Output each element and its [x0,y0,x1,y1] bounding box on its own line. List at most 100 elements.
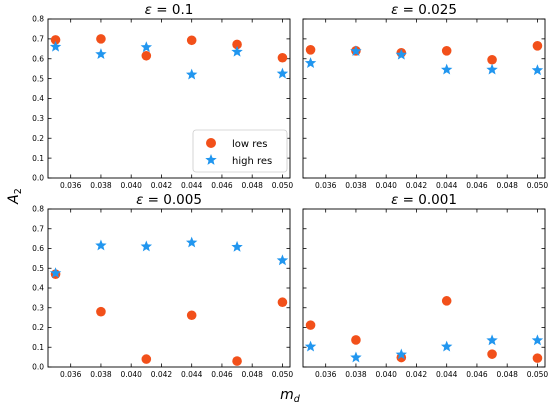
high-res-point [231,240,243,252]
x-tick-label: 0.046 [211,181,233,190]
high-res-point [49,40,62,52]
low-res-point [186,310,197,321]
high-res-point [531,64,544,76]
x-tick-label: 0.036 [60,181,82,190]
low-res-point [532,353,543,363]
panel-title-prefix: ε = [391,192,418,208]
x-tick-label: 0.048 [496,181,518,190]
high-res-point [140,41,153,53]
low-res-point [305,320,316,330]
panel-3: ε = 0.005 0.036 0.038 0.040 0.042 0.044 0.046 0… [32,192,293,379]
high-res-point [276,67,289,79]
panel-title: ε = 0.1 [145,2,194,18]
plot-frame [302,18,546,179]
x-tick-label: 0.048 [496,370,518,379]
x-tick-label: 0.042 [151,181,173,190]
low-res-point [441,46,452,56]
high-res-point [350,45,362,57]
low-res-point [277,52,288,63]
panel-title-value: 0.1 [172,2,193,18]
y-tick-label: 0.4 [32,94,44,103]
high-res-point [231,45,243,57]
x-tick-label: 0.048 [241,181,263,190]
x-tick-label: 0.040 [375,370,397,379]
y-tick-label: 0.6 [32,244,44,253]
x-tick-label: 0.050 [527,370,549,379]
x-tick-label: 0.036 [315,181,337,190]
low-res-point [232,356,242,366]
x-tick-label: 0.036 [60,370,82,379]
x-tick-label: 0.050 [527,181,549,190]
low-res-point [141,354,152,364]
high-res-point [395,348,408,360]
y-tick-label: 0.6 [32,54,44,63]
low-res-point [186,35,197,46]
y-tick-label: 0.0 [32,174,44,183]
high-res-point [531,334,544,346]
x-tick-label: 0.050 [272,370,294,379]
high-res-point [185,236,198,248]
high-res-point [486,334,498,346]
x-tick-label: 0.040 [120,370,142,379]
legend-box [192,129,288,173]
x-tick-label: 0.044 [436,181,458,190]
x-tick-label: 0.050 [272,181,294,190]
high-res-point [350,351,362,363]
plot-frame [47,208,291,368]
legend-marker-high-res [205,154,217,165]
panel-title-value: 0.005 [163,192,202,208]
y-tick-label: 0.7 [32,35,44,44]
low-res-point [50,35,61,45]
plot-frame [302,208,546,368]
x-tick-label: 0.038 [90,181,112,190]
x-axis-label: md [280,387,301,405]
high-res-point [95,239,107,251]
low-res-point [232,39,242,50]
low-res-point [532,41,543,51]
x-tick-label: 0.038 [345,370,367,379]
panel-title: ε = 0.005 [136,192,202,208]
low-res-point [277,297,288,308]
panel-title: ε = 0.025 [391,2,457,18]
legend: low res high res [192,129,288,173]
x-tick-label: 0.044 [181,370,203,379]
panels: ε = 0.1 0.036 0.038 0.040 0.042 0.044 0.046 0.0… [32,2,548,379]
x-tick-label: 0.044 [436,370,458,379]
high-res-point [95,48,107,60]
panel-title: ε = 0.001 [391,192,457,208]
x-tick-label: 0.040 [120,181,142,190]
low-res-point [96,34,106,44]
high-res-point [276,254,289,266]
low-res-point [96,306,106,317]
high-res-point [486,63,498,75]
x-tick-label: 0.036 [315,370,337,379]
y-tick-label: 0.8 [32,15,44,24]
y-tick-label: 0.5 [32,74,44,83]
y-tick-label: 0.2 [32,134,44,143]
high-res-point [440,340,453,352]
y-tick-label: 0.7 [32,224,44,233]
y-axis-label: A2 [6,188,24,205]
legend-marker-low-res [206,138,216,148]
y-tick-label: 0.2 [32,323,44,332]
high-res-point [49,267,62,279]
panel-4: ε = 0.001 0.036 0.038 0.040 0.042 0.044 0.046 0… [302,192,549,379]
high-res-point [395,48,408,60]
low-res-point [441,296,452,306]
low-res-point [141,50,152,61]
x-tick-label: 0.040 [375,181,397,190]
y-tick-label: 0.0 [32,363,44,372]
x-tick-label: 0.046 [211,370,233,379]
high-res-point [185,68,198,80]
x-tick-label: 0.038 [90,370,112,379]
legend-label-low-res: low res [232,139,268,150]
y-tick-label: 0.5 [32,264,44,273]
x-tick-label: 0.038 [345,181,367,190]
x-tick-label: 0.044 [181,181,203,190]
low-res-point [487,349,497,359]
high-res-point [304,57,317,68]
x-tick-label: 0.046 [466,181,488,190]
x-tick-label: 0.042 [406,181,428,190]
panel-1: ε = 0.1 0.036 0.038 0.040 0.042 0.044 0.046 0.0… [32,2,293,190]
